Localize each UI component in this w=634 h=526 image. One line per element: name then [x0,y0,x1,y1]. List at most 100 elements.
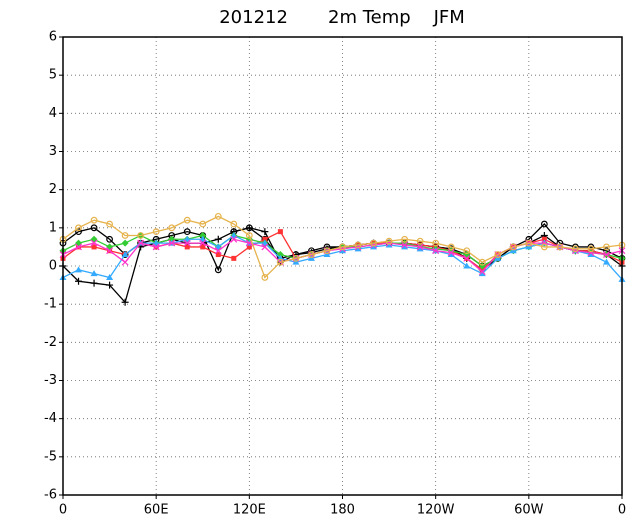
marker [416,237,424,245]
marker [91,244,97,250]
marker [277,229,283,235]
marker [183,228,191,236]
marker [401,241,409,249]
marker [214,212,222,220]
marker [199,239,207,247]
marker [184,244,190,250]
marker [478,258,486,266]
x-tick-label: 0 [618,503,626,518]
marker [587,251,595,258]
marker [276,258,284,266]
marker [447,249,455,257]
marker [75,266,83,273]
marker [401,243,409,250]
x-tick-label: 120W [417,503,455,518]
y-tick-label: 1 [49,220,57,235]
marker [261,228,269,236]
plot-frame [62,36,623,496]
y-tick-label: -1 [44,297,57,312]
marker [121,239,129,247]
marker [121,251,129,258]
marker [602,258,610,265]
marker [168,224,176,232]
marker [603,243,610,251]
marker [75,224,82,232]
chart-title: 201212 2m Temp JFM [219,7,465,28]
marker [90,216,98,224]
marker [106,220,113,228]
marker [416,245,424,252]
x-tick-label: 60E [144,503,169,518]
marker [183,216,191,224]
x-tick-label: 180 [330,503,355,518]
marker [214,247,222,255]
x-tick-label: 120E [233,503,266,518]
marker [90,224,98,232]
marker [323,247,331,255]
y-tick-label: 5 [49,68,57,83]
marker [447,243,455,251]
marker [572,245,579,253]
marker [215,252,221,258]
marker [432,247,440,255]
y-tick-label: -5 [44,449,57,464]
marker [246,244,252,250]
marker [75,228,82,236]
marker [540,220,548,228]
marker [432,239,440,247]
marker [152,228,160,236]
marker [385,237,393,245]
marker [90,239,98,247]
marker [354,241,362,249]
marker [261,243,269,251]
marker [556,243,564,251]
marker [463,247,471,255]
marker [339,243,346,251]
y-tick-label: 3 [49,144,57,159]
y-tick-label: -4 [44,411,57,426]
marker [401,235,409,243]
marker [463,262,471,269]
x-tick-label: 0 [59,503,67,518]
marker [478,270,486,277]
marker [370,239,377,247]
y-tick-label: -2 [44,335,57,350]
marker [230,235,238,243]
marker [183,235,191,242]
marker [540,243,548,251]
marker [603,251,610,258]
marker [137,232,145,239]
y-tick-label: -6 [44,488,57,503]
y-tick-label: 2 [49,182,57,197]
marker [292,254,300,262]
marker [262,236,268,242]
marker [90,279,98,287]
marker [214,235,222,243]
y-tick-label: 6 [49,30,57,45]
marker [447,251,455,258]
marker [261,239,269,246]
marker [494,251,502,258]
marker [214,243,222,250]
marker [416,243,424,251]
marker [261,274,269,281]
marker [199,235,207,242]
marker [479,267,485,273]
marker [478,268,486,276]
marker [463,254,471,262]
marker [183,239,191,247]
marker [106,273,114,280]
series-line [62,215,623,279]
marker [308,251,315,258]
marker [121,232,129,239]
marker [106,247,114,255]
marker [199,220,207,228]
marker [214,266,222,274]
marker [121,258,129,266]
marker [245,232,253,239]
marker [137,239,145,247]
y-tick-label: 4 [49,106,57,121]
y-tick-label: 0 [49,259,57,274]
marker [230,220,238,228]
